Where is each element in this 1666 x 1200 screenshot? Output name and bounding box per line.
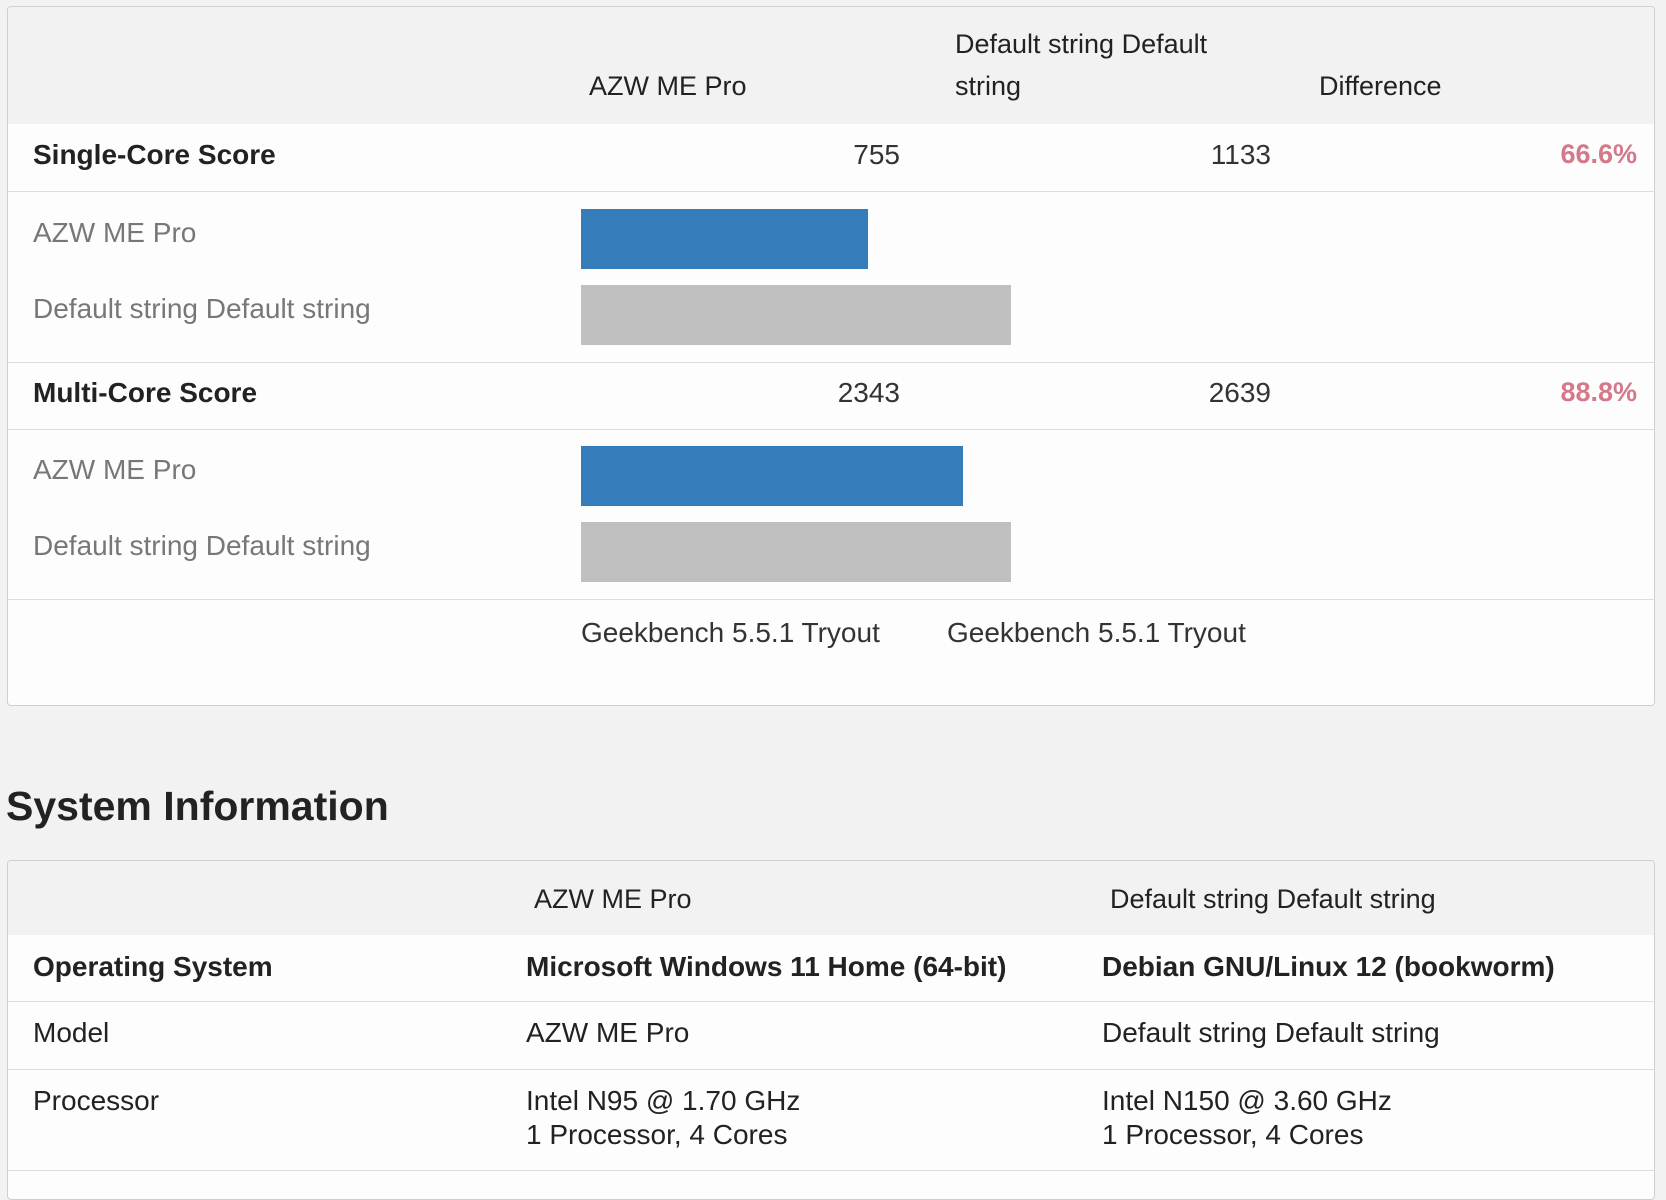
processor-cores-a: 1 Processor, 4 Cores [526, 1119, 788, 1150]
header-device-a: AZW ME Pro [589, 71, 747, 101]
sys-header-device-a: AZW ME Pro [534, 884, 692, 914]
single-core-difference: 66.6% [1560, 139, 1637, 169]
processor-value-a: Intel N95 @ 1.70 GHz [526, 1085, 801, 1116]
table-header: AZW ME Pro Default string Default string [8, 861, 1654, 935]
sys-header-device-b: Default string Default string [1110, 884, 1436, 914]
single-core-bar-label-a: AZW ME Pro [33, 217, 197, 248]
row-label-processor: Processor [33, 1085, 160, 1116]
version-a: Geekbench 5.5.1 Tryout [581, 617, 880, 648]
multi-core-bar-b [581, 522, 1011, 582]
version-b: Geekbench 5.5.1 Tryout [947, 617, 1246, 648]
single-core-label: Single-Core Score [33, 139, 276, 170]
multi-core-label: Multi-Core Score [33, 377, 258, 408]
divider [8, 1001, 1654, 1002]
processor-cores-b: 1 Processor, 4 Cores [1102, 1119, 1364, 1150]
header-difference: Difference [1319, 71, 1442, 101]
os-value-b: Debian GNU/Linux 12 (bookworm) [1102, 951, 1555, 982]
divider [8, 599, 1654, 600]
single-core-bar-b [581, 285, 1011, 345]
multi-core-score-a: 2343 [837, 377, 900, 408]
row-label-os: Operating System [33, 951, 273, 982]
single-core-bar-a [581, 209, 868, 269]
divider [8, 1069, 1654, 1070]
section-title: System Information [6, 783, 389, 829]
model-value-a: AZW ME Pro [526, 1017, 690, 1048]
multi-core-difference: 88.8% [1560, 377, 1637, 407]
multi-core-bar-label-b: Default string Default string [33, 530, 371, 561]
multi-core-bar-label-a: AZW ME Pro [33, 454, 197, 485]
single-core-score-a: 755 [853, 139, 900, 170]
divider [8, 362, 1654, 363]
header-device-b-line1: Default string Default [955, 29, 1208, 59]
divider [8, 429, 1654, 430]
multi-core-bar-a [581, 446, 963, 506]
os-value-a: Microsoft Windows 11 Home (64-bit) [526, 951, 1007, 982]
benchmark-comparison-table: AZW ME Pro Default string Default string… [7, 6, 1655, 706]
divider [8, 1170, 1654, 1171]
row-label-model: Model [33, 1017, 110, 1048]
processor-value-b: Intel N150 @ 3.60 GHz [1102, 1085, 1392, 1116]
header-device-b-line2: string [955, 71, 1022, 101]
divider [8, 191, 1654, 192]
table-header: AZW ME Pro Default string Default string… [8, 7, 1654, 124]
single-core-bar-label-b: Default string Default string [33, 293, 371, 324]
model-value-b: Default string Default string [1102, 1017, 1440, 1048]
system-information-table: AZW ME Pro Default string Default string… [7, 860, 1655, 1200]
single-core-score-b: 1133 [1210, 139, 1271, 170]
multi-core-score-b: 2639 [1208, 377, 1271, 408]
